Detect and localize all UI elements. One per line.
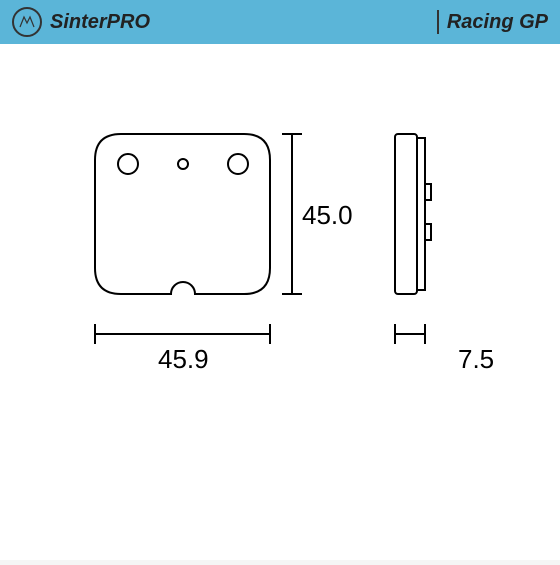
- header-right: Racing GP: [437, 10, 548, 34]
- brand-logo-icon: [12, 7, 42, 37]
- dimension-width-label: 45.9: [158, 344, 209, 375]
- technical-drawing: [0, 44, 560, 560]
- header-left: SinterPRO: [12, 7, 150, 37]
- brand-name: SinterPRO: [50, 11, 150, 34]
- diagram-canvas: 45.9 45.0 7.5: [0, 44, 560, 560]
- dimension-height-label: 45.0: [302, 200, 353, 231]
- header-divider: [437, 10, 439, 34]
- product-line: Racing GP: [447, 11, 548, 34]
- header-bar: SinterPRO Racing GP: [0, 0, 560, 44]
- dimension-thickness-label: 7.5: [458, 344, 494, 375]
